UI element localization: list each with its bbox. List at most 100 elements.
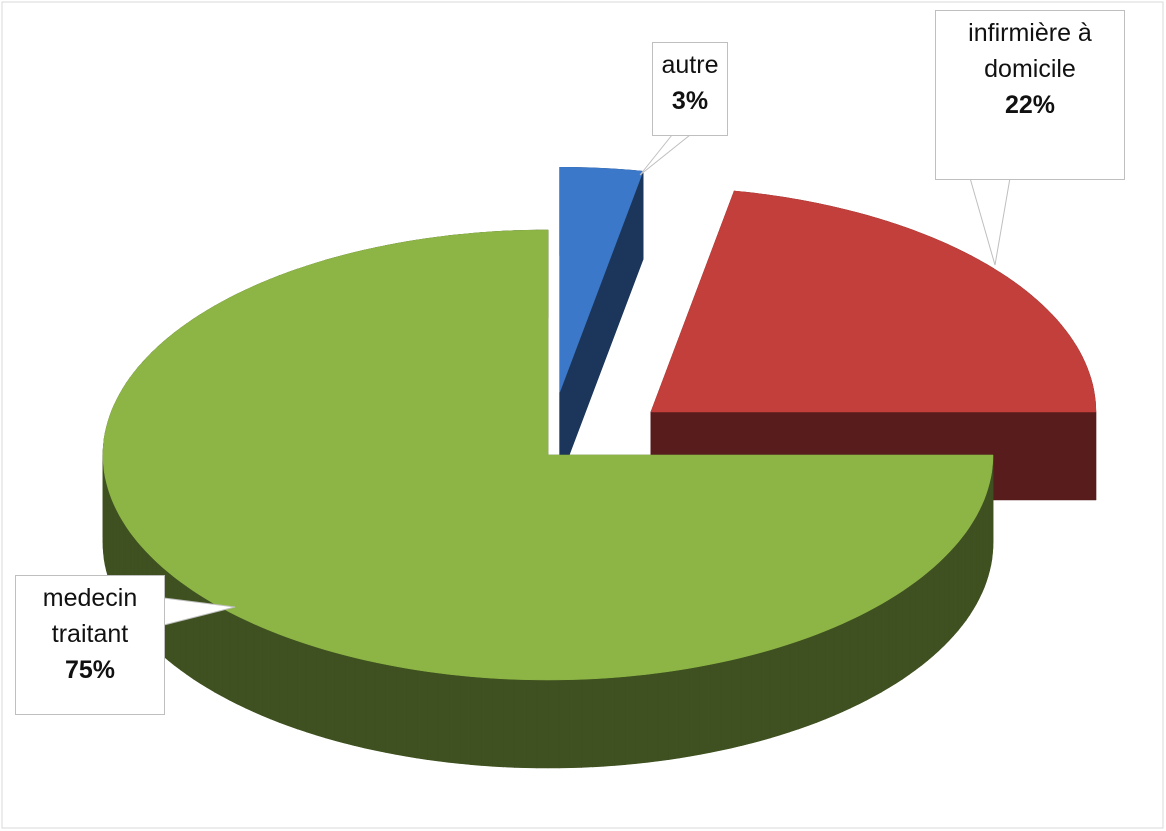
slice-side [678, 667, 691, 759]
slice-side [334, 652, 346, 744]
slice-side [969, 520, 974, 616]
slice-side [437, 672, 450, 763]
slice-side [881, 599, 890, 693]
slice-side [858, 611, 867, 705]
category-label: infirmière à domicile [968, 19, 1092, 83]
slice-side [646, 672, 659, 763]
slice-side [364, 659, 376, 751]
slice-side [229, 611, 238, 705]
category-label: autre [661, 51, 719, 79]
slice-side [895, 590, 904, 684]
slice-side [789, 640, 800, 733]
slice-side [915, 576, 923, 671]
slice-side [961, 531, 967, 627]
slice-side [779, 643, 790, 736]
slice [650, 190, 1097, 413]
callout-pointer [163, 597, 236, 626]
slice-side [921, 571, 929, 666]
slice-side [602, 677, 615, 767]
slice-side [972, 514, 977, 611]
slice-side [470, 676, 483, 766]
slice-side [816, 630, 826, 723]
slice-side [710, 661, 722, 753]
slice-side [525, 679, 538, 769]
slice-side [448, 674, 461, 764]
slice-side [427, 671, 439, 762]
slice-side [938, 556, 945, 652]
slice-side [173, 576, 181, 671]
slice-side [833, 623, 843, 716]
slice-side [253, 623, 263, 716]
data-label: autre 3% [652, 42, 728, 136]
pointers [163, 134, 1011, 626]
slice-side [908, 581, 917, 675]
slice-side [405, 667, 418, 759]
slice-side [186, 585, 194, 680]
slice-side [416, 669, 428, 760]
slice-side [770, 646, 781, 739]
slice-side [613, 676, 626, 766]
slice-side [547, 679, 560, 769]
slice-side [624, 675, 637, 765]
slice-side [981, 499, 985, 594]
slice-side [635, 674, 648, 764]
callout-pointer [639, 134, 691, 176]
slice-side [315, 646, 326, 739]
slice-side [750, 652, 762, 744]
slice-side [374, 661, 386, 753]
slice-side [237, 615, 246, 709]
slice-side [261, 626, 271, 720]
slice-side [459, 675, 472, 765]
slice-side [943, 551, 950, 647]
slice-side [689, 666, 701, 757]
slice-side [873, 603, 883, 697]
slice-side [760, 649, 771, 741]
slice-side [668, 669, 680, 760]
slice-side [976, 510, 980, 605]
slice-side [385, 664, 397, 755]
slice-side [395, 666, 407, 757]
callout-pointer [969, 177, 1011, 266]
category-label: medecin traitant [42, 584, 138, 648]
data-label: medecin traitant 75% [15, 575, 165, 715]
slice-side [888, 594, 897, 689]
slice-side [948, 546, 954, 642]
value-label: 22% [1004, 91, 1056, 119]
slice-side [270, 630, 280, 723]
slice-side [699, 664, 711, 755]
slice-side [287, 637, 298, 730]
slice-side [558, 679, 571, 769]
slice-side [842, 619, 852, 713]
slice-side [720, 659, 732, 751]
slice [559, 167, 644, 393]
slice-side [580, 678, 593, 768]
slice-side [825, 626, 835, 720]
slice-side [180, 581, 187, 675]
slice-side [798, 637, 809, 730]
slice-side [591, 677, 604, 768]
slice-side [214, 603, 223, 697]
data-label: infirmière à domicile 22% [935, 10, 1125, 180]
slice-side [569, 679, 582, 769]
slice-side [957, 536, 963, 632]
slice-side [953, 541, 959, 637]
value-label: 3% [671, 87, 709, 115]
slice-side [965, 525, 971, 621]
slice-side [657, 671, 669, 762]
slice-side [730, 657, 742, 749]
slice-side [536, 679, 549, 769]
slice-side [503, 678, 516, 768]
slice-side [850, 615, 860, 709]
slice-side [481, 677, 494, 767]
slice-side [514, 679, 527, 769]
slice-side [927, 566, 934, 661]
slice-side [221, 607, 230, 701]
slice-side [278, 633, 289, 727]
slice-side [866, 607, 875, 701]
slice-side [344, 654, 356, 747]
pie [102, 166, 1097, 769]
slice-side [325, 649, 336, 741]
slice-side [978, 504, 983, 599]
slice-side [296, 640, 307, 733]
